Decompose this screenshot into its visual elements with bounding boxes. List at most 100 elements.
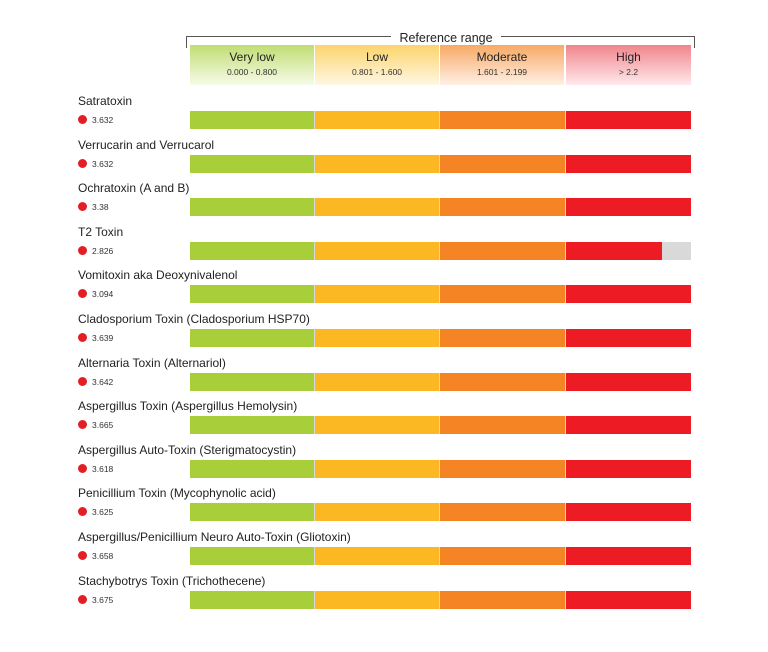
range-values: 1.601 - 2.199 xyxy=(476,67,528,77)
range-segment-very-low xyxy=(190,459,314,478)
range-segment-very-low xyxy=(190,329,314,347)
toxin-value: 3.094 xyxy=(92,289,114,300)
range-segment-low xyxy=(315,329,439,347)
range-header-low: Low 0.801 - 1.600 xyxy=(315,45,439,85)
range-segment-moderate xyxy=(440,111,565,129)
value-bar-track xyxy=(190,329,691,347)
toxin-row: Penicillium Toxin (Mycophynolic acid) 3.6… xyxy=(0,486,768,530)
range-segment-moderate xyxy=(440,198,565,217)
value-bar-track xyxy=(190,459,691,478)
range-segment-moderate xyxy=(440,503,565,522)
toxin-value: 3.665 xyxy=(92,420,114,431)
status-dot-icon xyxy=(78,202,87,212)
range-segment-very-low xyxy=(190,111,314,129)
range-segment-very-low xyxy=(190,285,314,304)
range-segment-high xyxy=(566,590,691,609)
range-label: Very low xyxy=(229,50,275,64)
range-segment-high xyxy=(566,198,691,217)
value-bar-track xyxy=(190,416,691,435)
range-segment-moderate xyxy=(440,285,565,304)
toxin-row: Vomitoxin aka Deoxynivalenol 3.094 xyxy=(0,268,768,312)
value-bar-track xyxy=(190,503,691,522)
toxin-name: T2 Toxin xyxy=(78,224,124,239)
toxin-row: T2 Toxin 2.826 xyxy=(0,225,768,269)
toxin-value: 3.38 xyxy=(92,202,109,213)
status-dot-icon xyxy=(78,245,87,255)
toxin-value: 3.675 xyxy=(92,594,114,605)
range-segment-low xyxy=(315,154,439,173)
range-segment-low xyxy=(315,459,439,478)
range-segment-very-low xyxy=(190,416,314,435)
toxin-name: Ochratoxin (A and B) xyxy=(78,181,190,196)
toxin-value: 3.639 xyxy=(92,333,114,343)
status-dot-icon xyxy=(78,463,87,473)
toxin-name: Aspergillus Toxin (Aspergillus Hemolysin… xyxy=(78,399,298,414)
range-segment-low xyxy=(315,372,439,391)
range-segment-low xyxy=(315,285,439,304)
toxin-value: 3.642 xyxy=(92,376,114,387)
range-segment-very-low xyxy=(190,547,314,565)
toxin-name: Alternaria Toxin (Alternariol) xyxy=(78,355,226,370)
range-segment-very-low xyxy=(190,241,314,260)
value-bar xyxy=(190,154,691,173)
value-bar-track xyxy=(190,590,691,609)
range-segment-moderate xyxy=(440,547,565,565)
status-dot-icon xyxy=(78,551,87,560)
value-bar xyxy=(190,241,662,260)
value-bar-track xyxy=(190,154,691,173)
range-segment-high xyxy=(566,154,691,173)
range-segment-moderate xyxy=(440,459,565,478)
value-bar-track xyxy=(190,285,691,304)
range-segment-low xyxy=(315,241,439,260)
range-segment-moderate xyxy=(440,329,565,347)
range-segment-low xyxy=(315,547,439,565)
range-values: 0.801 - 1.600 xyxy=(351,67,403,77)
status-dot-icon xyxy=(78,376,87,386)
range-segment-high xyxy=(566,241,662,260)
toxin-name: Satratoxin xyxy=(78,94,133,108)
value-bar xyxy=(190,459,691,478)
range-label: Low xyxy=(365,50,388,64)
toxin-name: Vomitoxin aka Deoxynivalenol xyxy=(78,268,238,283)
range-segment-moderate xyxy=(440,372,565,391)
value-bar xyxy=(190,329,691,347)
range-segment-low xyxy=(315,111,439,129)
toxin-value: 3.625 xyxy=(92,507,114,518)
value-bar xyxy=(190,590,691,609)
value-bar xyxy=(190,111,691,129)
status-dot-icon xyxy=(78,115,87,124)
toxin-row: Verrucarin and Verrucarol 3.632 xyxy=(0,138,768,182)
range-segment-low xyxy=(315,198,439,217)
toxin-row: Alternaria Toxin (Alternariol) 3.642 xyxy=(0,356,768,400)
toxin-value: 2.826 xyxy=(92,245,114,256)
range-segment-moderate xyxy=(440,590,565,609)
toxin-row: Ochratoxin (A and B) 3.38 xyxy=(0,181,768,225)
toxin-name: Stachybotrys Toxin (Trichothecene) xyxy=(78,573,266,588)
range-segment-low xyxy=(315,590,439,609)
value-bar-track xyxy=(190,547,691,565)
toxin-name: Cladosporium Toxin (Cladosporium HSP70) xyxy=(78,312,310,326)
range-segment-high xyxy=(566,416,691,435)
range-segment-high xyxy=(566,459,691,478)
range-segment-moderate xyxy=(440,154,565,173)
toxin-value: 3.658 xyxy=(92,551,114,561)
range-segment-very-low xyxy=(190,154,314,173)
range-segment-low xyxy=(315,503,439,522)
range-segment-very-low xyxy=(190,503,314,522)
range-segment-high xyxy=(566,547,691,565)
status-dot-icon xyxy=(78,158,87,168)
range-segment-high xyxy=(566,285,691,304)
range-segment-very-low xyxy=(190,590,314,609)
range-segment-moderate xyxy=(440,416,565,435)
range-segment-low xyxy=(315,416,439,435)
status-dot-icon xyxy=(78,507,87,517)
status-dot-icon xyxy=(78,333,87,342)
value-bar xyxy=(190,503,691,522)
toxin-name: Verrucarin and Verrucarol xyxy=(78,137,215,152)
toxin-name: Aspergillus/Penicillium Neuro Auto-Toxin… xyxy=(78,530,351,544)
toxin-name: Aspergillus Auto-Toxin (Sterigmatocystin… xyxy=(78,442,297,457)
range-segment-moderate xyxy=(440,241,565,260)
value-bar-track xyxy=(190,372,691,391)
toxin-row: Cladosporium Toxin (Cladosporium HSP70) 3… xyxy=(0,312,768,356)
toxin-name: Penicillium Toxin (Mycophynolic acid) xyxy=(78,486,276,501)
